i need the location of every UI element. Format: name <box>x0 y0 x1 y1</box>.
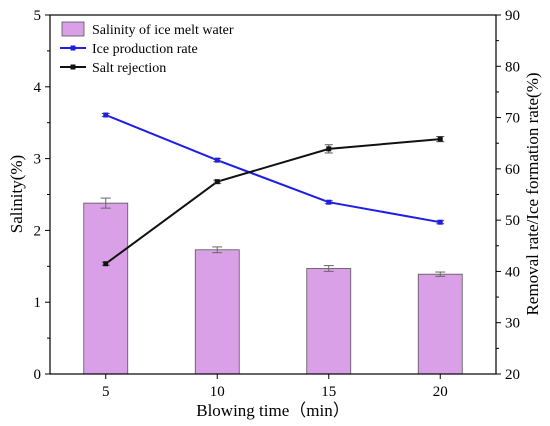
y-left-tick-label: 2 <box>34 223 42 239</box>
bar <box>194 249 240 375</box>
y-left-tick-label: 5 <box>34 8 42 24</box>
y-right-tick-label: 50 <box>505 213 520 229</box>
y-right-tick-label: 20 <box>505 367 520 383</box>
y-left-tick-label: 0 <box>34 367 42 383</box>
series-line-salt-rejection <box>105 138 441 265</box>
series-point-ice-production-rate <box>437 219 443 225</box>
x-tick-label: 10 <box>210 384 225 400</box>
legend-label-salinity: Salinity of ice melt water <box>92 23 234 38</box>
legend-label-ice-production: Ice production rate <box>92 42 198 57</box>
legend-ice-marker <box>70 45 76 51</box>
y-right-tick-label: 80 <box>505 59 520 75</box>
series-point-ice-production-rate <box>326 199 332 205</box>
y-left-tick-label: 1 <box>34 295 42 311</box>
x-tick-label: 5 <box>102 384 110 400</box>
legend-bar-swatch <box>61 21 85 37</box>
series-point-salt-rejection <box>103 261 109 267</box>
x-tick-label: 15 <box>321 384 336 400</box>
bar <box>417 273 463 375</box>
x-axis-title: Blowing time（min） <box>196 401 349 420</box>
lines-layer <box>101 112 445 267</box>
y-right-tick-label: 40 <box>505 264 520 280</box>
series-point-ice-production-rate <box>103 112 109 118</box>
y-axis-left-title: Salinity(%) <box>7 155 26 233</box>
y-left-tick-label: 4 <box>34 80 42 96</box>
y-axis-right-title: Removal rate/Ice formation rate(%) <box>523 72 542 315</box>
legend-salt-marker <box>70 64 76 70</box>
series-point-salt-rejection <box>437 136 443 142</box>
series-line-ice-production-rate <box>105 114 441 224</box>
series-point-ice-production-rate <box>214 157 220 163</box>
legend: Salinity of ice melt water Ice productio… <box>60 21 234 76</box>
series-point-salt-rejection <box>214 179 220 185</box>
ticks-layer: 0 1 2 3 4 5 20 30 40 50 60 70 80 90 5 10 15 20 <box>34 8 521 400</box>
x-tick-label: 20 <box>433 384 448 400</box>
y-right-tick-label: 90 <box>505 8 520 24</box>
bar <box>306 268 352 375</box>
y-right-tick-label: 70 <box>505 111 520 127</box>
y-left-tick-label: 3 <box>34 152 42 168</box>
bars-layer <box>83 197 463 375</box>
legend-label-salt-rejection: Salt rejection <box>92 61 166 76</box>
y-right-tick-label: 30 <box>505 316 520 332</box>
bar <box>83 202 129 375</box>
series-point-salt-rejection <box>326 146 332 152</box>
y-right-tick-label: 60 <box>505 162 520 178</box>
